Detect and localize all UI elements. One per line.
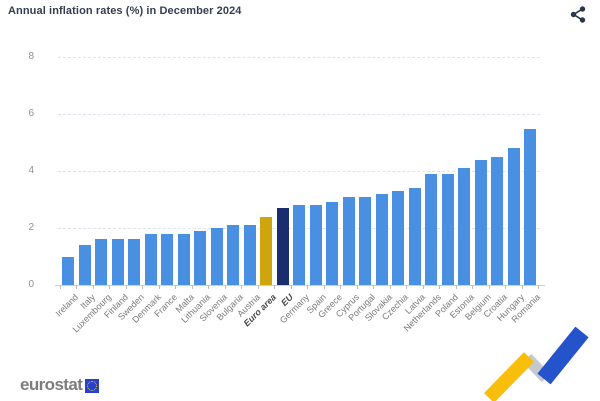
gridline-y-8 — [58, 57, 540, 59]
y-axis-tick-label: 4 — [28, 165, 34, 177]
bar-belgium[interactable] — [474, 159, 487, 285]
bar-sweden[interactable] — [128, 239, 140, 285]
bar-luxembourg[interactable] — [95, 239, 107, 285]
bar-france[interactable] — [161, 233, 173, 285]
axis-tick-mark — [191, 285, 193, 289]
x-axis-baseline — [55, 285, 545, 286]
axis-tick-mark — [521, 285, 523, 289]
bar-spain[interactable] — [309, 205, 322, 285]
y-axis-tick-label: 2 — [28, 222, 34, 234]
bar-croatia[interactable] — [491, 156, 503, 285]
bar-malta[interactable] — [177, 233, 190, 285]
axis-tick-mark — [290, 285, 292, 289]
axis-tick-mark — [356, 285, 358, 289]
bar-portugal[interactable] — [359, 196, 371, 285]
eu-flag-icon — [85, 379, 100, 393]
axis-tick-mark — [389, 285, 391, 289]
bar-eu[interactable] — [276, 208, 289, 285]
share-icon-glyph — [570, 6, 586, 23]
axis-tick-mark — [472, 285, 474, 289]
axis-tick-mark — [488, 285, 490, 289]
bar-denmark[interactable] — [144, 233, 157, 285]
axis-tick-mark — [59, 285, 61, 289]
axis-tick-mark — [439, 285, 441, 289]
trend-ribbon-logo — [483, 326, 589, 401]
bar-greece[interactable] — [326, 202, 338, 285]
bar-germany[interactable] — [293, 205, 305, 285]
bar-poland[interactable] — [441, 174, 454, 285]
axis-tick-mark — [125, 285, 127, 289]
bar-slovakia[interactable] — [375, 193, 388, 285]
gridline-y-4 — [58, 171, 540, 173]
bar-latvia[interactable] — [408, 188, 421, 285]
axis-tick-mark — [307, 285, 309, 289]
axis-tick-mark — [224, 285, 226, 289]
y-axis-tick-label: 0 — [28, 279, 34, 290]
axis-tick-mark — [422, 285, 424, 289]
bar-romania[interactable] — [524, 128, 536, 285]
bar-cyprus[interactable] — [342, 196, 355, 285]
axis-tick-mark — [373, 285, 375, 289]
axis-tick-mark — [92, 285, 94, 289]
y-axis-tick-label: 8 — [28, 51, 34, 63]
bar-slovenia[interactable] — [210, 228, 223, 285]
axis-tick-mark — [505, 285, 507, 289]
bar-bulgaria[interactable] — [227, 225, 239, 285]
share-icon[interactable] — [569, 5, 587, 23]
axis-tick-mark — [257, 285, 259, 289]
axis-tick-mark — [109, 285, 111, 289]
gridline-y-6 — [58, 114, 540, 116]
bar-euro-area[interactable] — [260, 216, 272, 285]
eurostat-wordmark: eurostat — [20, 375, 83, 394]
bar-italy[interactable] — [78, 245, 91, 285]
bar-estonia[interactable] — [458, 168, 470, 285]
axis-tick-mark — [274, 285, 276, 289]
axis-tick-mark — [455, 285, 457, 289]
bar-netherlands[interactable] — [425, 174, 437, 285]
chart-title: Annual inflation rates (%) in December 2… — [8, 5, 242, 17]
bar-ireland[interactable] — [62, 256, 74, 285]
y-axis-tick-label: 6 — [28, 108, 34, 120]
axis-tick-mark — [158, 285, 160, 289]
axis-tick-mark — [208, 285, 210, 289]
eurostat-logo[interactable]: eurostat — [20, 374, 100, 396]
axis-tick-mark — [538, 285, 540, 289]
bar-finland[interactable] — [111, 239, 124, 285]
axis-tick-mark — [323, 285, 325, 289]
axis-tick-mark — [406, 285, 408, 289]
bar-czechia[interactable] — [392, 191, 404, 285]
axis-tick-mark — [76, 285, 78, 289]
bar-hungary[interactable] — [507, 148, 520, 285]
axis-tick-mark — [340, 285, 342, 289]
axis-tick-mark — [175, 285, 177, 289]
axis-tick-mark — [142, 285, 144, 289]
bar-lithuania[interactable] — [194, 230, 206, 285]
bar-austria[interactable] — [243, 225, 256, 285]
axis-tick-mark — [241, 285, 243, 289]
